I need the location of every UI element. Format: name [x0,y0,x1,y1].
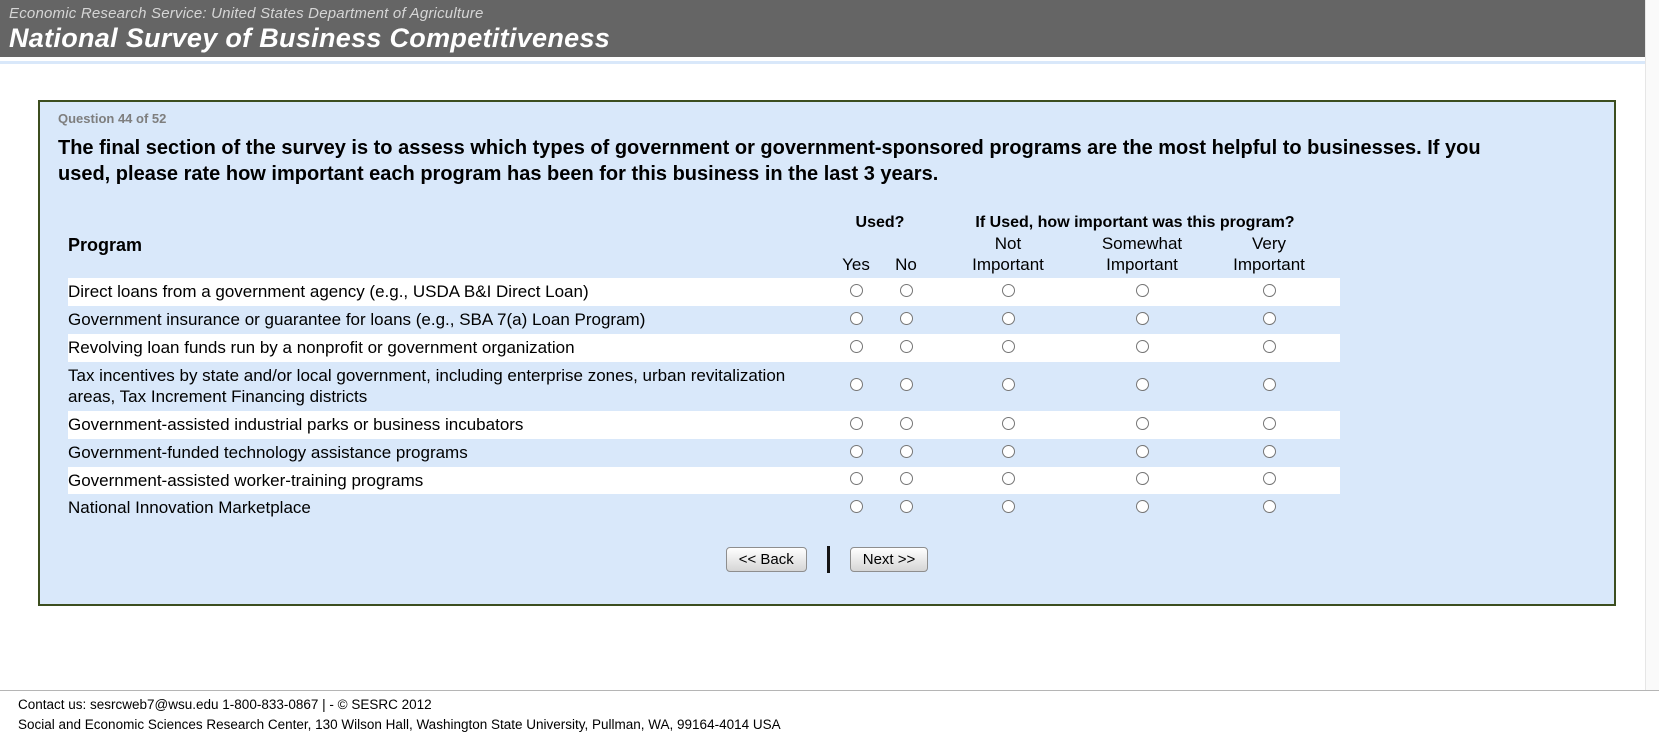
radio-no[interactable] [899,444,913,458]
table-row: Government-assisted industrial parks or … [68,411,1340,439]
survey-title: National Survey of Business Competitiven… [9,23,611,53]
radio-very-important[interactable] [1262,472,1276,486]
importance-group-header: If Used, how important was this program? [975,213,1295,231]
scrollbar-track[interactable] [1645,0,1659,733]
next-button[interactable]: Next >> [849,547,929,572]
radio-somewhat-important[interactable] [1135,416,1149,430]
radio-not-important[interactable] [1001,444,1015,458]
radio-very-important[interactable] [1262,444,1276,458]
radio-no[interactable] [899,500,913,514]
radio-very-important[interactable] [1262,311,1276,325]
question-text: The final section of the survey is to as… [58,137,1481,186]
very-important-column-header: Very Important [1198,234,1340,278]
radio-yes[interactable] [849,444,863,458]
radio-no[interactable] [899,472,913,486]
program-label: Tax incentives by state and/or local gov… [68,365,786,407]
not-important-label: Not Important [972,233,1044,274]
header-divider [0,61,1645,64]
radio-no[interactable] [899,378,913,392]
radio-not-important[interactable] [1001,339,1015,353]
radio-not-important[interactable] [1001,416,1015,430]
table-row: Direct loans from a government agency (e… [68,278,1340,306]
somewhat-important-label: Somewhat Important [1101,233,1183,274]
app-header: Economic Research Service: United States… [0,0,1645,57]
program-label: Government-assisted industrial parks or … [68,415,524,434]
radio-somewhat-important[interactable] [1135,500,1149,514]
question-panel: Question 44 of 52 The final section of t… [38,100,1616,606]
radio-very-important[interactable] [1262,500,1276,514]
not-important-column-header: Not Important [930,234,1086,278]
radio-somewhat-important[interactable] [1135,339,1149,353]
agency-line: Economic Research Service: United States… [9,5,484,22]
very-important-label: Very Important [1233,233,1305,274]
radio-no[interactable] [899,284,913,298]
program-label: Revolving loan funds run by a nonprofit … [68,337,575,357]
back-button[interactable]: << Back [725,547,807,572]
button-separator [826,546,830,573]
program-label: Government-assisted worker-training prog… [68,470,424,490]
question-progress: Question 44 of 52 [58,111,167,126]
radio-no[interactable] [899,339,913,353]
no-column-header: No [895,254,917,274]
radio-somewhat-important[interactable] [1135,284,1149,298]
program-label: Government-funded technology assistance … [68,442,468,462]
radio-yes[interactable] [849,378,863,392]
program-label: Direct loans from a government agency (e… [68,282,589,302]
radio-somewhat-important[interactable] [1135,311,1149,325]
radio-no[interactable] [899,416,913,430]
radio-yes[interactable] [849,472,863,486]
radio-somewhat-important[interactable] [1135,378,1149,392]
radio-yes[interactable] [849,339,863,353]
table-row: Tax incentives by state and/or local gov… [68,362,1340,412]
radio-not-important[interactable] [1001,378,1015,392]
footer-address-line: Social and Economic Sciences Research Ce… [18,716,781,732]
radio-yes[interactable] [849,416,863,430]
table-row: Government-assisted worker-training prog… [68,466,1340,495]
table-row: National Innovation Marketplace [68,494,1340,522]
program-label: Government insurance or guarantee for lo… [68,310,646,329]
table-row: Government insurance or guarantee for lo… [68,306,1340,334]
group-header-row: Used? If Used, how important was this pr… [68,214,1340,234]
radio-yes[interactable] [849,284,863,298]
radio-not-important[interactable] [1001,311,1015,325]
program-column-header: Program [68,235,143,256]
radio-very-important[interactable] [1262,416,1276,430]
footer-contact-line: Contact us: sesrcweb7@wsu.edu 1-800-833-… [18,697,432,712]
somewhat-important-column-header: Somewhat Important [1086,234,1198,278]
table-row: Government-funded technology assistance … [68,439,1340,467]
radio-yes[interactable] [849,500,863,514]
column-header-row: Program Yes No Not Important Somewhat Im… [68,234,1340,278]
used-group-header: Used? [855,213,905,231]
yes-column-header: Yes [842,254,870,274]
radio-very-important[interactable] [1262,378,1276,392]
program-rating-table: Used? If Used, how important was this pr… [68,214,1340,522]
program-label: National Innovation Marketplace [68,498,311,518]
radio-somewhat-important[interactable] [1135,444,1149,458]
navigation-buttons: << Back Next >> [58,546,1596,573]
radio-very-important[interactable] [1262,284,1276,298]
radio-no[interactable] [899,311,913,325]
radio-very-important[interactable] [1262,339,1276,353]
radio-somewhat-important[interactable] [1135,472,1149,486]
table-row: Revolving loan funds run by a nonprofit … [68,333,1340,362]
page-footer: Contact us: sesrcweb7@wsu.edu 1-800-833-… [0,690,1659,733]
radio-not-important[interactable] [1001,472,1015,486]
radio-yes[interactable] [849,311,863,325]
radio-not-important[interactable] [1001,500,1015,514]
radio-not-important[interactable] [1001,284,1015,298]
